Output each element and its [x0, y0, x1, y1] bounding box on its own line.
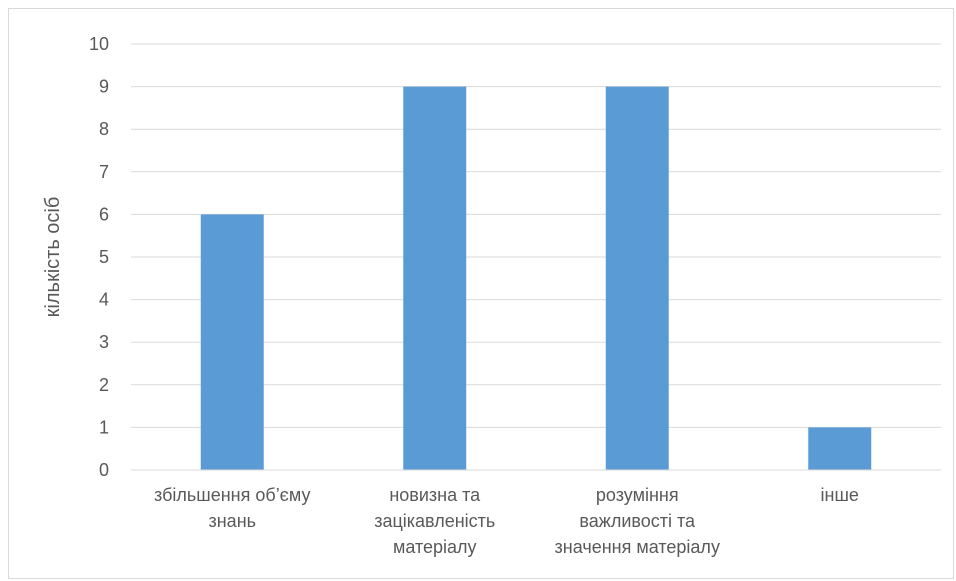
y-tick-label: 8 [99, 119, 109, 139]
x-tick-label-line: матеріалу [393, 537, 477, 557]
y-tick-labels: 0 1 2 3 4 5 6 7 8 9 10 [89, 34, 109, 480]
x-tick-label: новизна та зацікавленість матеріалу [374, 485, 495, 557]
y-tick-label: 9 [99, 77, 109, 97]
y-tick-label: 2 [99, 375, 109, 395]
x-tick-label: розуміння важливості та значення матеріалу [555, 485, 720, 557]
y-axis-title: кількість осіб [42, 197, 64, 318]
y-tick-label: 10 [89, 34, 109, 54]
x-tick-label-line: зацікавленість [374, 511, 495, 531]
gridlines [131, 43, 941, 428]
bars [200, 86, 872, 470]
bar [808, 427, 872, 470]
bar [605, 86, 669, 470]
y-tick-label: 3 [99, 332, 109, 352]
y-tick-label: 0 [99, 460, 109, 480]
bar-chart: 0 1 2 3 4 5 6 7 8 9 10 збільшення об’єму знань новиз… [42, 34, 941, 557]
y-tick-label: 1 [99, 417, 109, 437]
x-tick-label-line: збільшення об’єму [154, 485, 310, 505]
x-tick-label-line: знань [208, 511, 256, 531]
x-tick-label-line: значення матеріалу [555, 537, 720, 557]
x-tick-label: збільшення об’єму знань [154, 485, 310, 531]
y-tick-label: 4 [99, 290, 109, 310]
x-tick-label-line: розуміння [596, 485, 679, 505]
y-tick-label: 7 [99, 162, 109, 182]
bar [403, 86, 467, 470]
x-tick-label: інше [821, 485, 859, 505]
x-tick-label-line: інше [821, 485, 859, 505]
x-tick-label-line: новизна та [389, 485, 481, 505]
y-tick-label: 6 [99, 204, 109, 224]
chart-frame: 0 1 2 3 4 5 6 7 8 9 10 збільшення об’єму знань новиз… [8, 8, 954, 579]
bar [200, 214, 264, 470]
y-tick-label: 5 [99, 247, 109, 267]
x-tick-label-line: важливості та [579, 511, 696, 531]
x-tick-labels: збільшення об’єму знань новизна та зацікавл… [154, 485, 859, 557]
